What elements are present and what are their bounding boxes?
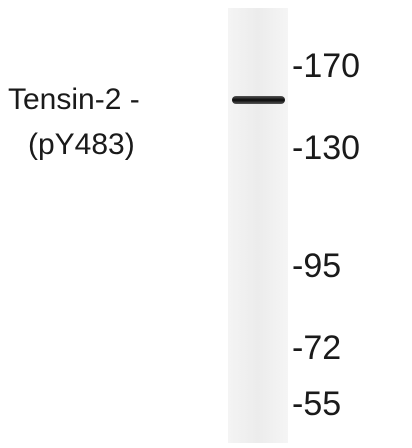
blot-figure: Tensin-2 - (pY483) -170 -130 -95 -72 -55 (0, 0, 412, 443)
marker-label: -72 (292, 329, 341, 367)
marker-label: -95 (292, 247, 341, 285)
band (232, 96, 285, 104)
marker-group: -170 -130 -95 -72 -55 (292, 47, 360, 423)
lane (228, 8, 288, 443)
marker-label: -130 (292, 129, 360, 167)
protein-label: (pY483) (28, 128, 135, 161)
marker-label: -170 (292, 47, 360, 85)
protein-label: Tensin-2 - (8, 83, 140, 116)
page: Tensin-2 - (pY483) -170-130-95-72-55 (()… (0, 0, 412, 443)
marker-label: -55 (292, 385, 341, 423)
